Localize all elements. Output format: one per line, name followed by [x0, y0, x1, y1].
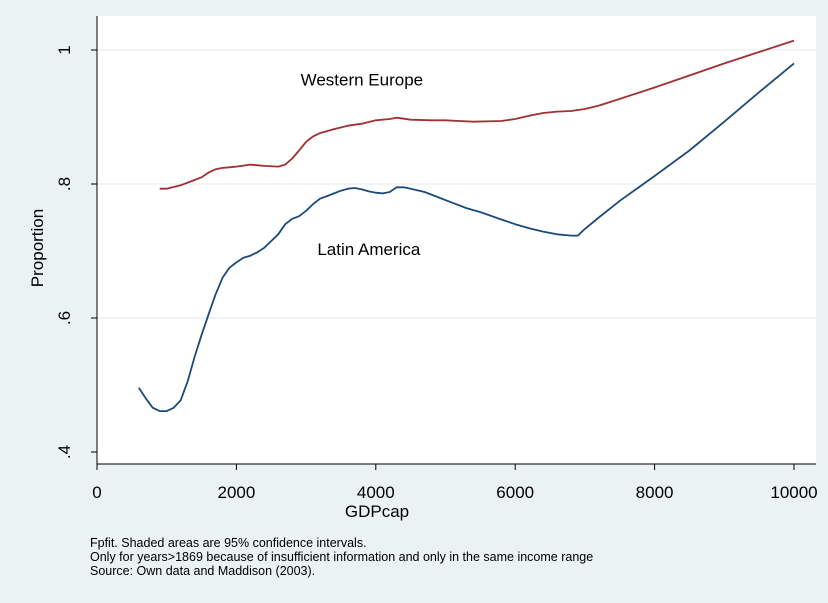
series-lines — [138, 39, 795, 412]
footnote-line: Source: Own data and Maddison (2003). — [90, 564, 315, 578]
series-annotation: Western Europe — [301, 71, 424, 90]
series-line-western-europe — [159, 39, 795, 190]
footnotes: Fpfit. Shaded areas are 95% confidence i… — [90, 536, 593, 578]
x-tick-label: 10000 — [770, 483, 817, 502]
y-axis-title: Proportion — [28, 209, 47, 287]
x-axis-title: GDPcap — [345, 502, 409, 521]
gridlines — [97, 49, 816, 319]
footnote-line: Only for years>1869 because of insuffici… — [90, 550, 593, 564]
axes: .4 .6 .8 1 0 2000 4000 6000 8000 10000 — [55, 16, 818, 502]
footnote-line: Fpfit. Shaded areas are 95% confidence i… — [90, 536, 367, 550]
series-line-latin-america — [138, 62, 795, 412]
x-tick-label: 8000 — [636, 483, 674, 502]
series-annotation: Latin America — [317, 240, 421, 259]
y-tick-label: .8 — [55, 177, 74, 191]
x-tick-label: 6000 — [496, 483, 534, 502]
y-tick-label: .4 — [55, 445, 74, 459]
x-tick-label: 4000 — [357, 483, 395, 502]
y-tick-label: 1 — [55, 45, 74, 54]
x-tick-label: 2000 — [217, 483, 255, 502]
plot-area — [97, 16, 816, 464]
annotations: Western Europe Latin America — [301, 71, 424, 260]
y-tick-label: .6 — [55, 311, 74, 325]
x-tick-label: 0 — [92, 483, 101, 502]
